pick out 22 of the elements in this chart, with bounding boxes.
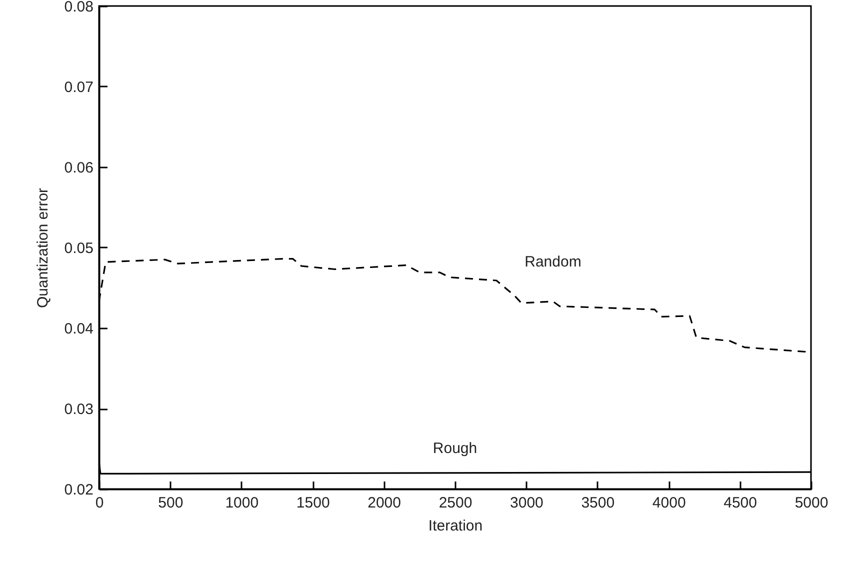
y-tick-label: 0.06	[64, 160, 94, 176]
x-tick-label: 2500	[438, 494, 472, 512]
x-tick-label: 1500	[296, 494, 330, 512]
y-tick-label: 0.03	[64, 401, 94, 418]
x-axis-title: Iteration	[428, 518, 483, 534]
y-tick-label: 0.08	[64, 0, 94, 16]
x-tick-label: 1000	[225, 494, 259, 512]
x-tick-label: 4500	[724, 494, 757, 512]
y-tick-label: 0.05	[64, 240, 94, 257]
x-tick-label: 0	[95, 494, 104, 512]
x-tick-label: 500	[158, 494, 184, 512]
series-label: Random	[524, 253, 582, 270]
x-tick-label: 3000	[510, 494, 544, 512]
series-label: Rough	[432, 440, 478, 458]
y-tick-label: 0.04	[64, 320, 94, 338]
y-tick-label: 0.07	[64, 79, 94, 96]
y-tick-label: 0.02	[64, 482, 94, 498]
x-tick-label: 4000	[652, 494, 686, 512]
y-axis-title: Quantization error	[34, 188, 52, 308]
x-tick-label: 5000	[794, 494, 828, 512]
x-tick-label: 3500	[581, 494, 615, 512]
x-tick-label: 2000	[368, 494, 401, 512]
